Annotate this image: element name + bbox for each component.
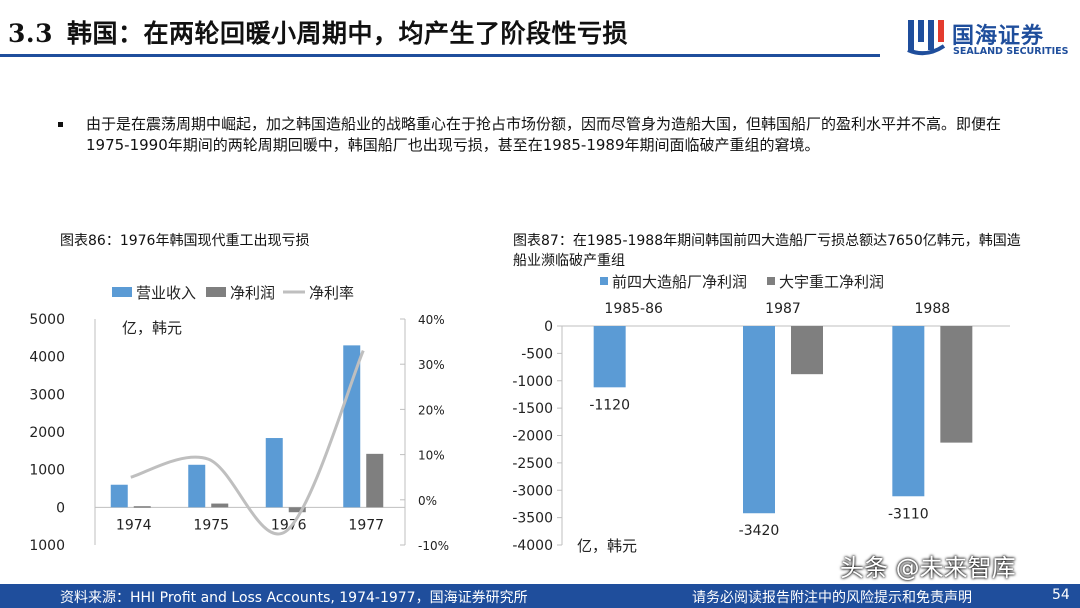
footer-bar: 资料来源：HHI Profit and Loss Accounts, 1974-… [0, 584, 1080, 608]
y-tick-label: -3500 [512, 511, 553, 527]
y2-tick-label: 20% [418, 403, 445, 417]
bar-营业收入 [110, 484, 128, 508]
bar-前四大造船厂净利润 [892, 326, 925, 497]
x-tick-label: 1977 [348, 517, 384, 533]
bullet-paragraph: 由于是在震荡周期中崛起，加之韩国造船业的战略重心在于抢占市场份额，因而尽管身为造… [58, 114, 1038, 156]
logo-en-text: SEALAND SECURITIES [953, 46, 1069, 57]
y-tick-label: -2000 [512, 429, 553, 445]
y-tick-label: -2500 [512, 456, 553, 472]
unit-label: 亿，韩元 [577, 537, 637, 555]
bar-净利润 [133, 506, 151, 508]
legend-swatch-前四大造船厂净利润 [600, 277, 608, 285]
y-tick-label: 0 [56, 500, 65, 516]
title-text: 韩国：在两轮回暖小周期中，均产生了阶段性亏损 [67, 19, 629, 48]
unit-label: 亿，韩元 [122, 319, 182, 337]
y-tick-label: -1000 [512, 374, 553, 390]
bar-净利润 [366, 453, 384, 508]
y-tick-label: -1500 [512, 401, 553, 417]
legend-label-营业收入: 营业收入 [136, 284, 196, 302]
bar-前四大造船厂净利润 [743, 326, 775, 514]
x-tick-label: 1976 [271, 517, 307, 533]
bar-前四大造船厂净利润 [593, 326, 626, 388]
y-tick-label: 4000 [30, 350, 65, 366]
y-tick-label: -3000 [512, 483, 553, 499]
data-label: -1120 [589, 397, 630, 413]
data-label: -3420 [739, 523, 780, 539]
y-tick-label: -500 [521, 346, 553, 362]
figure87-caption: 图表87：在1985-1988年期间韩国前四大造船厂亏损总额达7650亿韩元，韩… [513, 233, 1021, 269]
legend-label-净利率: 净利率 [309, 284, 354, 302]
header-divider [0, 54, 880, 57]
legend-swatch-净利润 [206, 287, 226, 297]
x-tick-label: 1975 [193, 517, 229, 533]
y-tick-label: 0 [544, 319, 553, 335]
bar-营业收入 [188, 464, 206, 508]
chart-hhi-1974-1977: 5000 4000 3000 2000 1000 0 -1000 40% 30% 20% 10% 0%… [30, 284, 449, 554]
bar-营业收入 [343, 345, 361, 508]
company-logo: 国海证券 SEALAND SECURITIES [906, 16, 1076, 60]
bar-净利润 [288, 507, 306, 513]
y2-tick-label: -10% [418, 539, 449, 553]
source-note: 资料来源：HHI Profit and Loss Accounts, 1974-… [60, 590, 528, 606]
y2-tick-label: 40% [418, 313, 445, 327]
data-label: -3110 [888, 506, 929, 522]
legend-label-净利润: 净利润 [230, 284, 275, 302]
line-净利率 [130, 350, 365, 536]
chart-korea-shipyards-1985-1988: 0 -500 -1000 -1500 -2000 -2500 -3000 -3500 -4000… [512, 273, 1010, 555]
y2-tick-label: 30% [418, 358, 445, 372]
page-title: 3.3 韩国：在两轮回暖小周期中，均产生了阶段性亏损 [8, 14, 628, 50]
sealand-logo-icon [907, 20, 946, 56]
bar-大宇重工净利润 [791, 326, 823, 375]
y-tick-label: 3000 [30, 387, 65, 403]
disclaimer: 请务必阅读报告附注中的风险提示和免责声明 [692, 590, 972, 606]
legend-label-大宇重工净利润: 大宇重工净利润 [779, 273, 884, 291]
section-number: 3.3 [8, 19, 53, 48]
legend-swatch-营业收入 [112, 287, 132, 297]
y-tick-label: -1000 [30, 538, 65, 554]
y-tick-label: 2000 [30, 425, 65, 441]
y2-tick-label: 0% [418, 494, 437, 508]
logo-cn-text: 国海证券 [952, 24, 1045, 49]
bar-大宇重工净利润 [940, 326, 973, 443]
y-tick-label: -4000 [512, 538, 553, 554]
figure86-caption: 图表86：1976年韩国现代重工出现亏损 [60, 233, 310, 249]
x-tick-label: 1987 [765, 301, 801, 317]
y-tick-label: 5000 [30, 312, 65, 328]
bar-净利润 [211, 503, 229, 508]
watermark: 头条 @未来智库 [840, 554, 1016, 582]
bullet-text: 由于是在震荡周期中崛起，加之韩国造船业的战略重心在于抢占市场份额，因而尽管身为造… [86, 115, 1002, 154]
legend-label-前四大造船厂净利润: 前四大造船厂净利润 [612, 273, 747, 291]
x-tick-label: 1985-86 [604, 301, 663, 317]
y-tick-label: 1000 [30, 463, 65, 479]
page-number: 54 [1052, 587, 1070, 603]
bullet-dot-icon [58, 122, 63, 127]
legend-swatch-大宇重工净利润 [767, 277, 775, 285]
x-tick-label: 1988 [915, 301, 951, 317]
y2-tick-label: 10% [418, 449, 445, 463]
x-tick-label: 1974 [116, 517, 152, 533]
bar-营业收入 [265, 438, 283, 508]
